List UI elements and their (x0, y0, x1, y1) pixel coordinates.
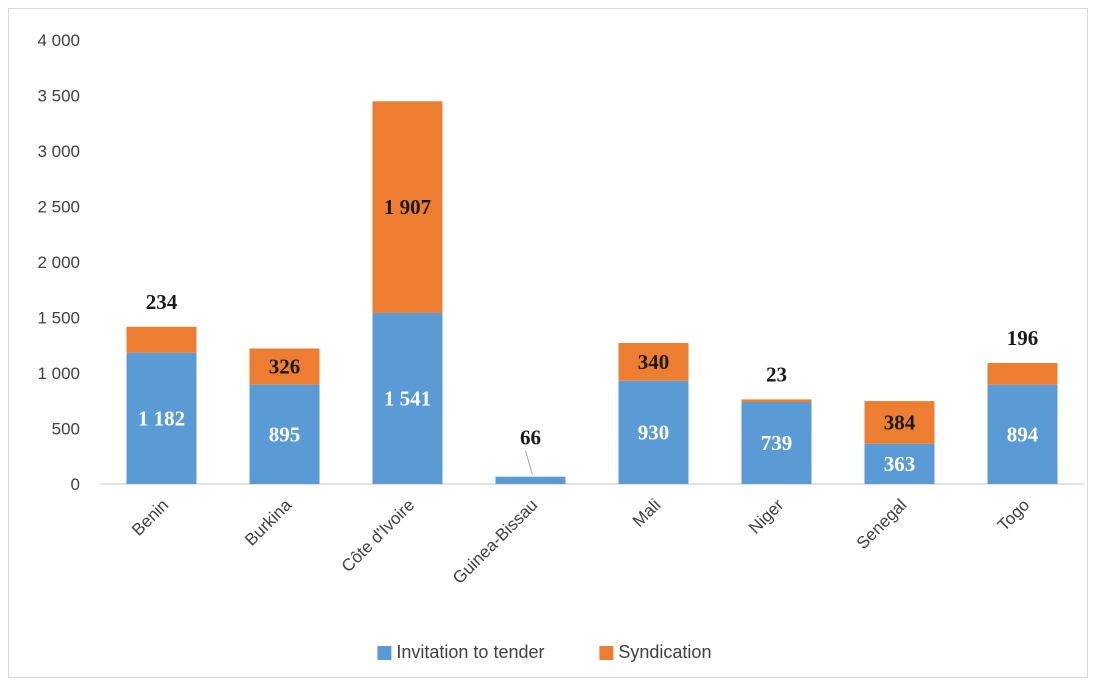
x-tick-label-guinea-bissau: Guinea-Bissau (449, 495, 541, 587)
bar-syndication-c-te-d-ivoire (372, 101, 443, 313)
bar-invitation-to-tender-mali (618, 380, 689, 484)
y-tick-label: 2 500 (37, 198, 80, 217)
bar-syndication-benin (126, 326, 197, 353)
x-tick-label-togo: Togo (994, 495, 1034, 535)
legend-swatch-invitation-to-tender (377, 646, 392, 660)
data-label-invitation-to-tender-togo: 894 (1007, 422, 1039, 446)
y-tick-label: 1 000 (37, 364, 80, 383)
x-tick-label-benin: Benin (128, 495, 172, 539)
data-label-invitation-to-tender-benin: 1 182 (138, 406, 185, 430)
y-tick-label: 0 (71, 475, 80, 494)
bar-syndication-niger (741, 399, 812, 402)
y-tick-label: 3 000 (37, 142, 80, 161)
data-label-invitation-to-tender-c-te-d-ivoire: 1 541 (384, 386, 431, 410)
bar-syndication-mali (618, 343, 689, 381)
data-label-invitation-to-tender-burkina: 895 (269, 422, 301, 446)
data-label-invitation-to-tender-mali: 930 (638, 420, 670, 444)
data-label-invitation-to-tender-senegal: 363 (884, 452, 916, 476)
legend-label-syndication: Syndication (618, 642, 711, 662)
data-label-syndication-togo: 196 (1007, 326, 1039, 350)
y-tick-label: 1 500 (37, 309, 80, 328)
bar-syndication-togo (987, 363, 1058, 385)
bar-invitation-to-tender-niger (741, 401, 812, 484)
y-tick-label: 500 (52, 420, 80, 439)
bar-invitation-to-tender-senegal (864, 443, 935, 484)
data-label-syndication-senegal: 384 (884, 410, 916, 434)
x-tick-label-senegal: Senegal (853, 495, 911, 553)
x-tick-label-mali: Mali (629, 495, 664, 530)
x-tick-label-c-te-d-ivoire: Côte d'Ivoire (338, 495, 419, 576)
leader-line-guinea-bissau (525, 450, 533, 475)
bar-syndication-senegal (864, 401, 935, 444)
bar-invitation-to-tender-guinea-bissau (495, 476, 566, 484)
legend-swatch-syndication (599, 646, 614, 660)
bar-invitation-to-tender-togo (987, 384, 1058, 484)
data-label-syndication-mali: 340 (638, 350, 670, 374)
bar-invitation-to-tender-c-te-d-ivoire (372, 312, 443, 484)
y-tick-label: 2 000 (37, 253, 80, 272)
data-label-invitation-to-tender-niger: 739 (761, 431, 793, 455)
data-label-syndication-c-te-d-ivoire: 1 907 (384, 195, 431, 219)
data-label-syndication-niger: 23 (766, 362, 787, 386)
x-tick-label-burkina: Burkina (241, 495, 296, 550)
bar-invitation-to-tender-benin (126, 352, 197, 484)
data-label-invitation-to-tender-guinea-bissau: 66 (520, 426, 541, 450)
y-tick-label: 4 000 (37, 31, 80, 50)
x-tick-label-niger: Niger (745, 495, 787, 537)
y-tick-label: 3 500 (37, 87, 80, 106)
data-label-syndication-burkina: 326 (269, 355, 301, 379)
bar-syndication-burkina (249, 348, 320, 385)
data-label-syndication-benin: 234 (146, 290, 178, 314)
bar-invitation-to-tender-burkina (249, 384, 320, 484)
legend-label-invitation-to-tender: Invitation to tender (396, 642, 544, 662)
